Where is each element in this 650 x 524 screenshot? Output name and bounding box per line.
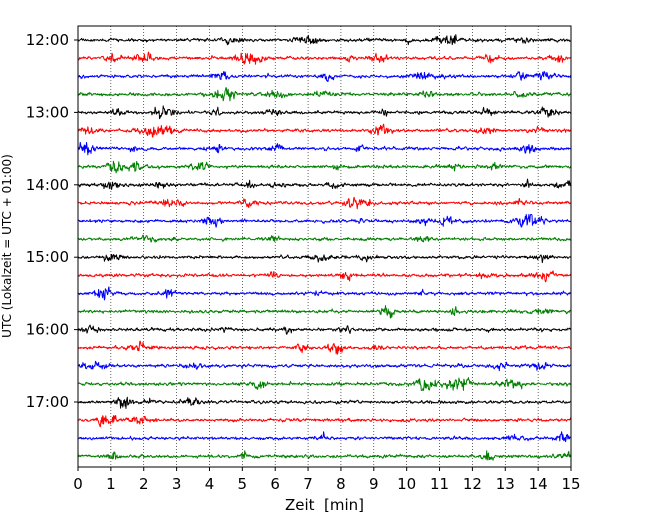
trace-1700 (77, 396, 572, 409)
x-tick-label: 14 (529, 475, 548, 493)
x-tick-label: 7 (303, 475, 313, 493)
x-tick-label: 2 (139, 475, 149, 493)
x-tick-label: 5 (238, 475, 248, 493)
x-tick-label: 8 (336, 475, 346, 493)
trace-1215 (77, 51, 572, 65)
x-tick-label: 13 (496, 475, 515, 493)
x-tick-label: 9 (369, 475, 379, 493)
x-tick-label: 12 (463, 475, 482, 493)
trace-1415 (77, 196, 572, 210)
trace-1730 (77, 431, 572, 443)
y-axis: 12:00 13:00 14:00 15:00 16:00 17:00 (26, 31, 78, 411)
trace-1430 (77, 214, 572, 228)
x-tick-label: 1 (106, 475, 116, 493)
x-tick-label: 0 (73, 475, 83, 493)
x-tick-label: 4 (205, 475, 215, 493)
trace-1545 (77, 305, 572, 319)
trace-1530 (77, 286, 572, 301)
y-tick-label: 17:00 (26, 393, 69, 411)
trace-1745 (77, 450, 572, 461)
trace-1445 (77, 234, 572, 243)
x-tick-label: 11 (430, 475, 449, 493)
trace-1245 (77, 87, 572, 102)
trace-1630 (77, 360, 572, 372)
y-tick-label: 15:00 (26, 248, 69, 266)
trace-1300 (77, 105, 572, 120)
x-tick-label: 6 (270, 475, 280, 493)
trace-1600 (77, 324, 572, 335)
trace-1500 (77, 253, 572, 264)
y-tick-label: 16:00 (26, 321, 69, 339)
x-tick-label: 3 (172, 475, 182, 493)
trace-1715 (77, 414, 572, 428)
y-tick-label: 13:00 (26, 103, 69, 121)
trace-1200 (77, 34, 572, 46)
trace-1230 (77, 70, 572, 82)
trace-1345 (77, 160, 572, 174)
trace-1400 (77, 178, 572, 190)
traces-layer (77, 34, 572, 461)
x-axis: 0 1 2 3 4 5 6 7 8 9 10 11 12 13 14 15 (73, 467, 581, 493)
trace-1615 (77, 340, 572, 355)
x-tick-label: 10 (397, 475, 416, 493)
x-tick-label: 15 (561, 475, 580, 493)
trace-1645 (77, 377, 572, 391)
y-tick-label: 14:00 (26, 176, 69, 194)
plot-frame (77, 25, 572, 468)
trace-1330 (77, 141, 572, 156)
trace-1315 (77, 123, 572, 138)
y-tick-label: 12:00 (26, 31, 69, 49)
y-axis-label: UTC (Lokalzeit = UTC + 01:00) (0, 154, 14, 338)
trace-1515 (77, 270, 572, 283)
x-axis-label: Zeit [min] (285, 496, 364, 514)
